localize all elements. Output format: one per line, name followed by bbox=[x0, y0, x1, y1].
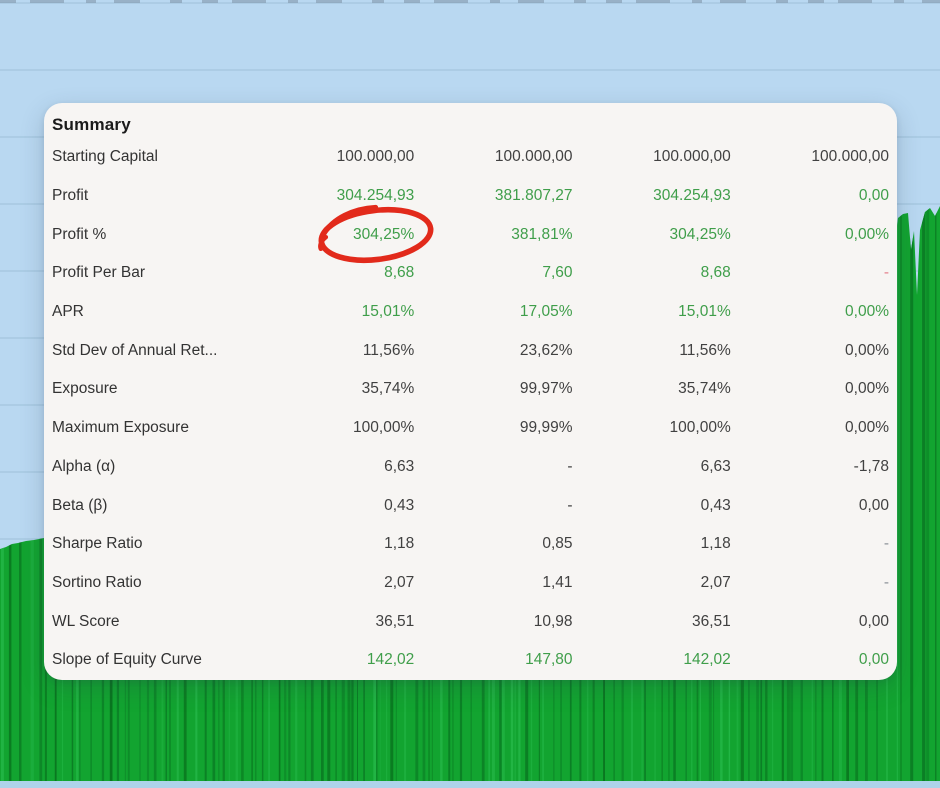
row-label: APR bbox=[52, 303, 84, 321]
cell-value: 11,56% bbox=[362, 341, 415, 359]
cell-value: 0,00 bbox=[858, 651, 889, 669]
table-row: Sharpe Ratio 1,18 0,85 1,18 - bbox=[52, 525, 889, 564]
cell-value: 142,02 bbox=[366, 651, 415, 669]
row-label: Sortino Ratio bbox=[52, 573, 142, 591]
summary-card: Summary Starting Capital 100.000,00 100.00… bbox=[44, 103, 897, 680]
row-label: Std Dev of Annual Ret... bbox=[52, 341, 218, 359]
row-label: Beta (β) bbox=[52, 496, 108, 514]
cell-value: 0,00 bbox=[858, 612, 889, 630]
row-label: Sharpe Ratio bbox=[52, 535, 143, 553]
table-row: Slope of Equity Curve 142,02 147,80 142,02 0… bbox=[52, 641, 889, 680]
table-row: Maximum Exposure 100,00% 99,99% 100,00% 0,00… bbox=[52, 409, 889, 448]
row-label: Profit Per Bar bbox=[52, 264, 146, 282]
cell-value: 99,99% bbox=[519, 419, 573, 437]
cell-value: - bbox=[883, 535, 889, 553]
cell-value: 381.807,27 bbox=[494, 187, 573, 205]
cell-value: -1,78 bbox=[853, 457, 889, 475]
cell-value: 17,05% bbox=[519, 303, 573, 321]
cell-value: 2,07 bbox=[700, 573, 731, 591]
cell-value: - bbox=[883, 573, 889, 591]
cell-value: - bbox=[567, 457, 573, 475]
row-label: Slope of Equity Curve bbox=[52, 651, 202, 669]
cell-value: 147,80 bbox=[525, 651, 573, 669]
cell-value: 10,98 bbox=[533, 612, 573, 630]
cell-value: 0,43 bbox=[700, 496, 731, 514]
cell-value: 100,00% bbox=[669, 419, 731, 437]
cell-value: 36,51 bbox=[375, 612, 415, 630]
cell-value: 6,63 bbox=[384, 457, 415, 475]
row-label: Exposure bbox=[52, 380, 118, 398]
cell-value: 1,18 bbox=[384, 535, 415, 553]
cell-value: 0,00 bbox=[858, 187, 889, 205]
cell-value: 100,00% bbox=[353, 419, 415, 437]
cell-value: 35,74% bbox=[678, 380, 731, 398]
cell-value: 35,74% bbox=[361, 380, 415, 398]
cell-value: 0,00% bbox=[845, 303, 889, 321]
cell-value: 304,25% bbox=[669, 225, 731, 243]
table-row: Beta (β) 0,43 - 0,43 0,00 bbox=[52, 486, 889, 525]
table-row: WL Score 36,51 10,98 36,51 0,00 bbox=[52, 602, 889, 641]
table-row: APR 15,01% 17,05% 15,01% 0,00% bbox=[52, 293, 889, 332]
cell-value: 100.000,00 bbox=[494, 148, 573, 166]
table-row: Std Dev of Annual Ret... 11,56% 23,62% 11,5… bbox=[52, 331, 889, 370]
cell-value: 304.254,93 bbox=[336, 187, 415, 205]
cell-value: 1,18 bbox=[700, 535, 731, 553]
cell-value: 0,00% bbox=[845, 225, 889, 243]
cell-value: 11,56% bbox=[679, 341, 731, 359]
summary-table: Starting Capital 100.000,00 100.000,00 100.… bbox=[44, 138, 897, 680]
cell-value: 0,00 bbox=[858, 496, 889, 514]
cell-value: 0,85 bbox=[542, 535, 573, 553]
cell-value: 381,81% bbox=[511, 225, 573, 243]
cell-value: 15,01% bbox=[361, 303, 415, 321]
cell-value: 8,68 bbox=[700, 264, 731, 282]
table-row: Profit % 304,25% 381,81% 304,25% 0,00% bbox=[52, 215, 889, 254]
row-label: Profit bbox=[52, 187, 89, 205]
cell-value: 8,68 bbox=[384, 264, 415, 282]
row-label: WL Score bbox=[52, 612, 120, 630]
cell-value: - bbox=[567, 496, 573, 514]
cell-value: 0,00% bbox=[845, 341, 889, 359]
cell-value: 0,43 bbox=[384, 496, 415, 514]
row-label: Starting Capital bbox=[52, 148, 158, 166]
cell-value: 142,02 bbox=[683, 651, 731, 669]
table-row: Alpha (α) 6,63 - 6,63 -1,78 bbox=[52, 448, 889, 487]
row-label: Alpha (α) bbox=[52, 457, 116, 475]
cell-value: 0,00% bbox=[845, 419, 889, 437]
cell-value: 99,97% bbox=[519, 380, 573, 398]
cell-value: 2,07 bbox=[384, 573, 415, 591]
cell-value: 100.000,00 bbox=[653, 148, 731, 166]
cell-value: 23,62% bbox=[519, 341, 573, 359]
table-row: Exposure 35,74% 99,97% 35,74% 0,00% bbox=[52, 370, 889, 409]
cell-value: 15,01% bbox=[678, 303, 731, 321]
cell-value: 6,63 bbox=[700, 457, 731, 475]
cell-value: 1,41 bbox=[542, 573, 573, 591]
row-label: Maximum Exposure bbox=[52, 419, 189, 437]
cell-value: 7,60 bbox=[542, 264, 573, 282]
cell-value: 100.000,00 bbox=[811, 148, 889, 166]
cell-value: 0,00% bbox=[845, 380, 889, 398]
row-label: Profit % bbox=[52, 225, 107, 243]
table-row: Sortino Ratio 2,07 1,41 2,07 - bbox=[52, 564, 889, 603]
cell-value: - bbox=[883, 264, 889, 282]
card-title: Summary bbox=[52, 115, 131, 134]
cell-value: 36,51 bbox=[691, 612, 731, 630]
cell-value: 100.000,00 bbox=[336, 148, 415, 166]
table-row: Profit Per Bar 8,68 7,60 8,68 - bbox=[52, 254, 889, 293]
cell-value: 304.254,93 bbox=[653, 187, 731, 205]
cell-value: 304,25% bbox=[353, 225, 415, 243]
table-row: Starting Capital 100.000,00 100.000,00 100.… bbox=[52, 138, 889, 177]
table-row: Profit 304.254,93 381.807,27 304.254,93 0,00 bbox=[52, 177, 889, 216]
